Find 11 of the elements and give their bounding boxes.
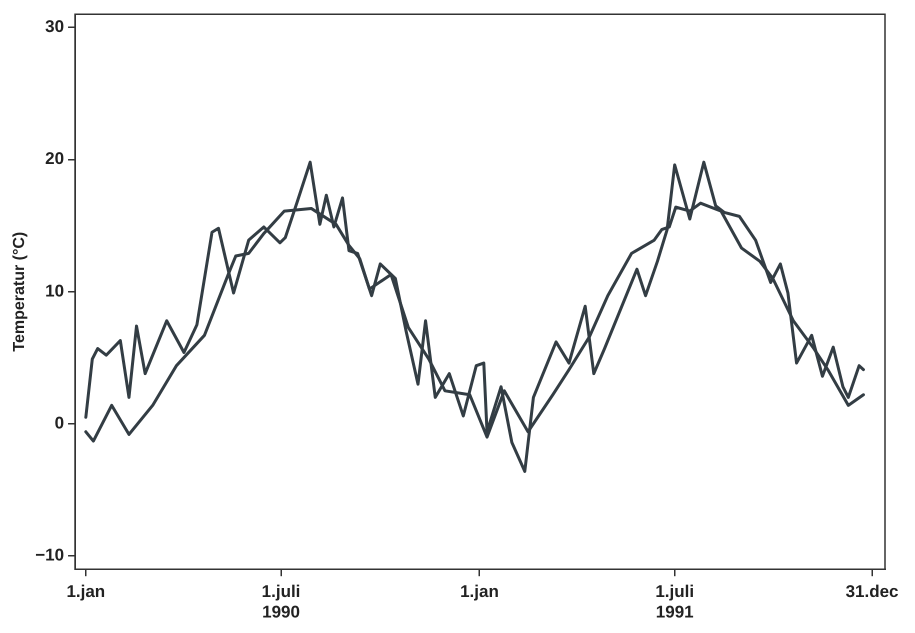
- x-tick-label: 1.juli 1991: [655, 582, 694, 622]
- y-tick-label: 30: [45, 17, 64, 36]
- x-tick-label: 1.juli 1990: [262, 582, 300, 622]
- y-tick-label: 20: [45, 149, 64, 168]
- y-tick-label: −10: [35, 546, 64, 565]
- x-tick-label: 31.dec: [846, 582, 899, 602]
- y-tick-label: 10: [45, 281, 64, 300]
- x-tick-label: 1.jan: [66, 582, 106, 602]
- y-tick-label: 0: [54, 414, 64, 433]
- x-tick-label: 1.jan: [460, 582, 499, 602]
- y-axis-title: Temperatur (°C): [11, 232, 28, 352]
